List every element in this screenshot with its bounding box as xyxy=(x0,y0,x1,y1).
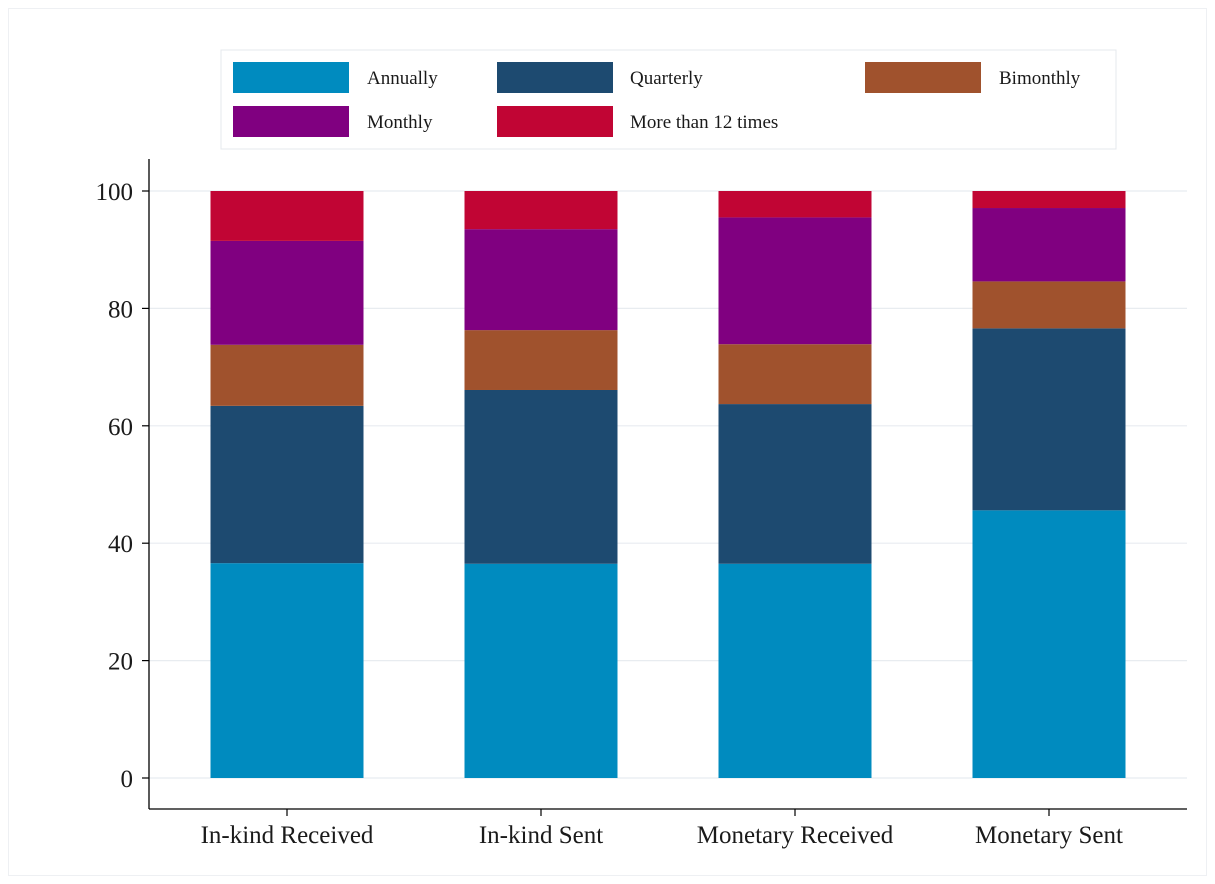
bar-segment xyxy=(972,208,1126,282)
legend-swatch xyxy=(233,106,349,137)
y-tick-label: 40 xyxy=(108,531,133,558)
bar-segment xyxy=(718,344,872,405)
x-tick-label: Monetary Sent xyxy=(975,822,1123,849)
y-ticks: 0 20 40 60 80 100 xyxy=(96,179,149,793)
bar-segment xyxy=(464,191,618,230)
bar-segment xyxy=(718,563,872,778)
bars xyxy=(210,191,1126,778)
axes xyxy=(148,159,1187,810)
y-tick-label: 100 xyxy=(96,179,134,206)
y-tick-label: 20 xyxy=(108,649,133,676)
y-tick-label: 0 xyxy=(121,766,134,793)
y-tick-label: 80 xyxy=(108,296,133,323)
legend-label: Quarterly xyxy=(630,68,703,89)
x-tick-label: In-kind Sent xyxy=(479,822,603,849)
x-ticks: In-kind Received In-kind Sent Monetary Rec… xyxy=(201,809,1123,849)
legend-swatch xyxy=(497,62,613,93)
bar-segment xyxy=(210,563,364,778)
legend-label: Bimonthly xyxy=(999,68,1081,89)
legend-swatch xyxy=(865,62,981,93)
legend-label: Annually xyxy=(367,68,438,89)
bar-segment xyxy=(210,191,364,241)
bar-segment xyxy=(718,191,872,218)
legend-box xyxy=(220,49,1117,150)
bar-segment xyxy=(718,217,872,345)
bar-segment xyxy=(464,229,618,331)
bar-segment xyxy=(464,330,618,390)
bar-segment xyxy=(972,328,1126,511)
bar-segment xyxy=(464,389,618,564)
bar-segment xyxy=(210,405,364,564)
bar-segment xyxy=(718,404,872,564)
x-tick-label: In-kind Received xyxy=(201,822,374,849)
bar-segment xyxy=(210,240,364,345)
legend-swatch xyxy=(497,106,613,137)
x-tick-label: Monetary Received xyxy=(697,822,894,849)
bar-segment xyxy=(464,563,618,778)
legend-label: More than 12 times xyxy=(630,112,778,133)
bar-segment xyxy=(972,510,1126,778)
legend-swatch xyxy=(233,62,349,93)
bar-segment xyxy=(972,281,1126,329)
bar-segment xyxy=(972,191,1126,209)
legend: Annually Quarterly Bimonthly Monthly More th… xyxy=(220,49,1117,150)
bar-segment xyxy=(210,344,364,406)
y-tick-label: 60 xyxy=(108,414,133,441)
legend-label: Monthly xyxy=(367,112,433,133)
